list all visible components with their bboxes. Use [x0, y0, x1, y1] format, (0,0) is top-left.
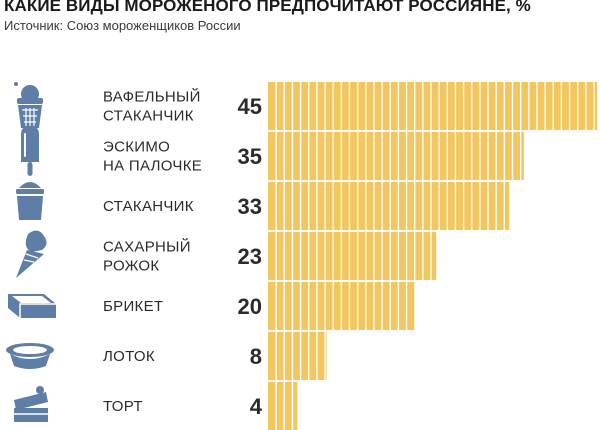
brick-icon [8, 294, 56, 318]
bar-segments [275, 132, 522, 180]
cake-icon [14, 386, 48, 422]
bar [268, 132, 524, 180]
category-label: БРИКЕТ [103, 298, 163, 315]
bar-segments [275, 332, 326, 380]
category-label: ТОРТ [103, 398, 143, 415]
bar-segments [275, 382, 294, 430]
cup-icon [16, 182, 44, 220]
bar [268, 232, 437, 280]
bar [268, 82, 597, 130]
category-label: РОЖОК [103, 258, 159, 275]
cone-icon [16, 230, 47, 278]
category-label: САХАРНЫЙ [103, 238, 191, 256]
bar-segments [275, 232, 432, 280]
value-label: 4 [250, 394, 263, 419]
tray-icon [6, 343, 54, 369]
value-label: 45 [238, 94, 262, 119]
bar-segments [275, 182, 506, 230]
chart-source: Источник: Союз мороженщиков России [4, 18, 241, 33]
eskimo-icon [21, 126, 39, 176]
chart-title: КАКИЕ ВИДЫ МОРОЖЕНОГО ПРЕДПОЧИТАЮТ РОССИ… [4, 0, 531, 15]
value-label: 8 [250, 344, 262, 369]
value-label: 20 [238, 294, 262, 319]
bar-segments [275, 82, 595, 130]
category-label: СТАКАНЧИК [103, 108, 194, 125]
category-label: ЛОТОК [103, 348, 155, 365]
category-label: ЭСКИМО [103, 139, 170, 156]
category-label: СТАКАНЧИК [103, 198, 194, 215]
bar-segments [275, 282, 408, 330]
category-label: НА ПАЛОЧКЕ [103, 158, 202, 175]
value-label: 35 [238, 144, 262, 169]
value-label: 23 [238, 244, 262, 269]
value-label: 33 [238, 194, 262, 219]
waffle-cup-icon [14, 82, 43, 128]
category-label: ВАФЕЛЬНЫЙ [103, 88, 201, 106]
bar [268, 182, 510, 230]
